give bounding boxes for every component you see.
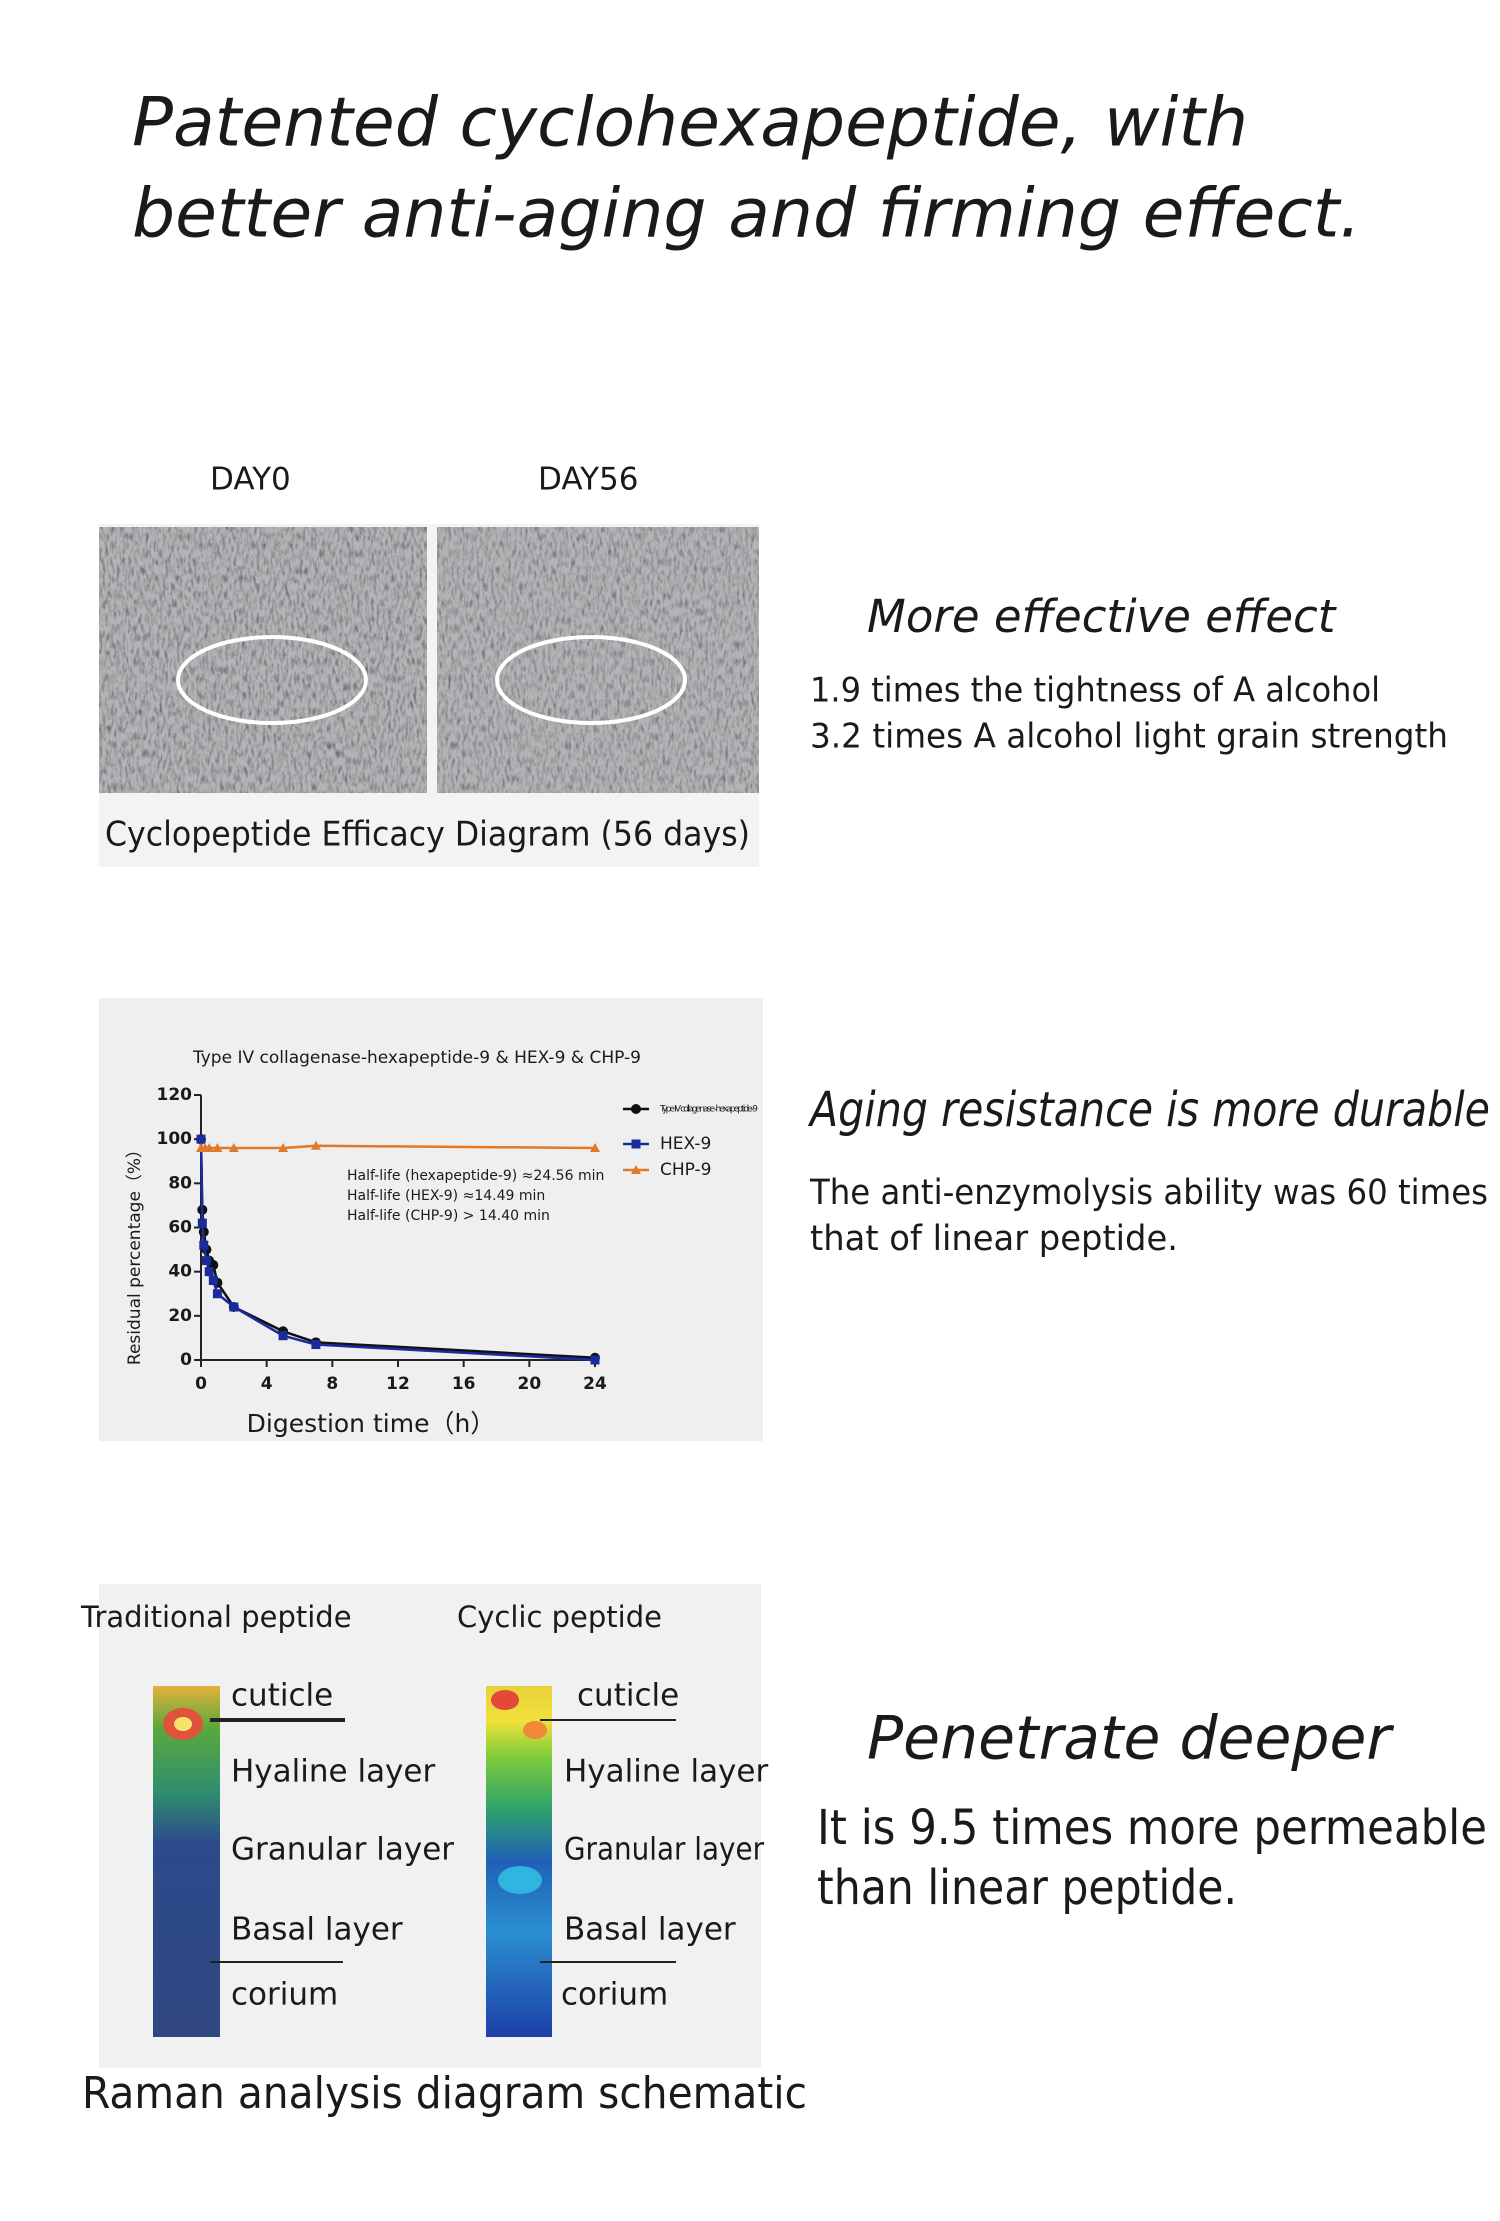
x-axis-label: Digestion time（h） — [247, 1409, 496, 1438]
point — [590, 1355, 600, 1365]
title-line: better anti-aging and firming effect. — [132, 175, 1361, 254]
heatmap — [486, 1686, 552, 2037]
point — [311, 1340, 321, 1350]
y-tick-label: 60 — [168, 1218, 192, 1238]
skin-texture — [437, 527, 759, 793]
hotspot — [491, 1690, 519, 1710]
layer-label: Granular layer — [564, 1832, 764, 1868]
point — [197, 1218, 207, 1228]
point — [212, 1289, 222, 1299]
point — [204, 1267, 214, 1277]
x-tick-label: 4 — [261, 1374, 273, 1394]
text-line: 3.2 times A alcohol light grain strength — [810, 717, 1448, 757]
layer-label: cuticle — [577, 1678, 679, 1714]
point — [278, 1143, 289, 1152]
y-tick-label: 120 — [157, 1085, 193, 1105]
x-tick-label: 16 — [452, 1374, 476, 1394]
point — [310, 1140, 321, 1150]
layer-label: Basal layer — [231, 1912, 403, 1948]
caption: Raman analysis diagram schematic — [82, 2068, 807, 2119]
chart-panel — [99, 998, 763, 1441]
x-tick-label: 0 — [195, 1374, 207, 1394]
annotation: Half-life (HEX-9) ≈14.49 min — [347, 1188, 545, 1204]
ring — [495, 635, 687, 725]
point — [229, 1302, 239, 1312]
chart: Type IV collagenase-hexapeptide-9 & HEX-… — [125, 1048, 758, 1438]
layer-label: Basal layer — [564, 1912, 736, 1948]
skin-texture — [99, 527, 427, 793]
y-tick-label: 20 — [168, 1306, 192, 1326]
panel-label: Traditional peptide — [80, 1600, 352, 1634]
legend-label: CHP-9 — [660, 1160, 711, 1180]
text-line: It is 9.5 times more permeable — [817, 1800, 1487, 1856]
day-label: DAY0 — [210, 462, 291, 498]
layer-label: Granular layer — [231, 1832, 454, 1868]
heading: Aging resistance is more durable — [807, 1082, 1490, 1138]
day-label: DAY56 — [538, 462, 639, 498]
text-line: than linear peptide. — [817, 1860, 1237, 1916]
annotation: Half-life (CHP-9) > 14.40 min — [347, 1208, 550, 1224]
layer-label: Hyaline layer — [564, 1754, 768, 1790]
point — [278, 1331, 288, 1341]
x-tick-label: 20 — [517, 1374, 541, 1394]
layer-label: cuticle — [231, 1678, 333, 1714]
point — [212, 1143, 223, 1152]
legend-marker — [631, 1139, 641, 1149]
x-tick-label: 8 — [326, 1374, 338, 1394]
layer-label: corium — [561, 1977, 668, 2013]
legend-label: Type IV collagenase -hexapeptide-9 — [659, 1105, 758, 1115]
ring — [176, 635, 368, 725]
y-tick-label: 0 — [180, 1350, 192, 1370]
y-axis-label: Residual percentage（%） — [125, 1141, 145, 1365]
legend-marker — [631, 1104, 641, 1114]
chart-title: Type IV collagenase-hexapeptide-9 & HEX-… — [192, 1048, 641, 1068]
heatmap — [153, 1686, 220, 2037]
y-tick-label: 40 — [168, 1262, 192, 1282]
heading: More effective effect — [867, 590, 1338, 643]
point — [228, 1143, 239, 1152]
layer-label: corium — [231, 1977, 338, 2013]
hotspot — [523, 1721, 547, 1739]
point — [204, 1143, 215, 1152]
panel-label: Cyclic peptide — [457, 1600, 662, 1634]
title-line: Patented cyclohexapeptide, with — [132, 84, 1248, 163]
legend-label: HEX-9 — [660, 1134, 711, 1154]
point — [201, 1256, 211, 1266]
annotation: Half-life (hexapeptide-9) ≈24.56 min — [347, 1168, 604, 1184]
point — [196, 1134, 206, 1144]
y-tick-label: 100 — [157, 1129, 193, 1149]
text-line: that of linear peptide. — [810, 1219, 1178, 1259]
text-line: 1.9 times the tightness of A alcohol — [810, 671, 1380, 711]
point — [590, 1143, 600, 1152]
x-tick-label: 12 — [386, 1374, 410, 1394]
text-line: The anti-enzymolysis ability was 60 time… — [809, 1173, 1488, 1213]
x-tick-label: 24 — [583, 1374, 607, 1394]
layer-label: Hyaline layer — [231, 1754, 435, 1790]
hotspot — [498, 1866, 542, 1894]
legend-marker — [631, 1165, 641, 1174]
hotspot — [174, 1717, 192, 1731]
point — [208, 1276, 218, 1285]
caption: Cyclopeptide Efficacy Diagram (56 days) — [105, 815, 750, 855]
heading: Penetrate deeper — [867, 1704, 1394, 1774]
point — [199, 1240, 209, 1250]
y-tick-label: 80 — [168, 1173, 192, 1193]
